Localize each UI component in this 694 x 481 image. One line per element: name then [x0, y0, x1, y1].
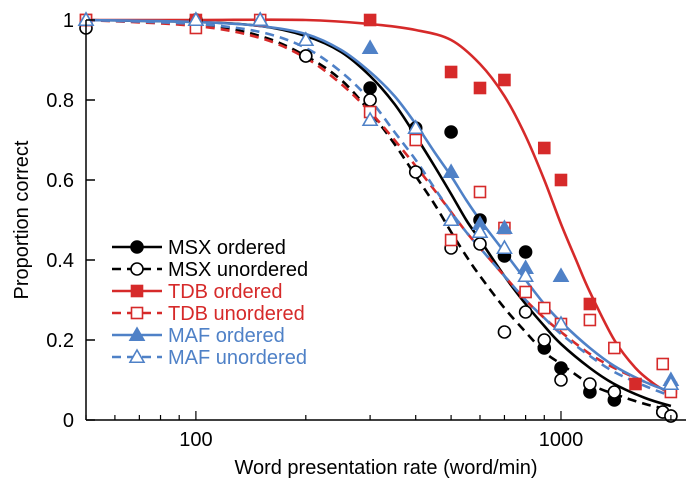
data-point-msx-ordered — [518, 245, 533, 259]
data-point-tdb-ordered — [629, 377, 642, 391]
data-point-maf-unordered — [552, 315, 570, 331]
data-point-tdb-ordered — [444, 65, 458, 79]
data-point-tdb-ordered — [363, 13, 377, 27]
legend-label-msx-ordered: MSX ordered — [168, 237, 286, 259]
legend-label-maf-ordered: MAF ordered — [168, 325, 285, 347]
x-axis-label: Word presentation rate (word/min) — [234, 457, 537, 479]
data-point-tdb-ordered — [473, 81, 487, 95]
data-point-msx-unordered — [607, 385, 622, 399]
y-tick-label: 0.4 — [46, 250, 74, 272]
data-point-msx-unordered — [299, 49, 313, 63]
data-point-msx-ordered — [363, 81, 377, 95]
data-point-msx-unordered — [537, 333, 552, 347]
data-point-maf-unordered — [517, 267, 534, 283]
data-point-maf-unordered — [496, 239, 513, 255]
data-point-tdb-ordered — [554, 173, 568, 187]
data-point-tdb-unordered — [537, 301, 551, 315]
y-tick-label: 0 — [63, 410, 74, 432]
data-point-maf-ordered — [361, 39, 379, 55]
data-point-msx-unordered — [518, 305, 533, 319]
data-point-msx-unordered — [497, 325, 512, 339]
fit-line-msx-ordered — [85, 18, 672, 408]
legend-label-maf-unordered: MAF unordered — [168, 347, 307, 369]
data-point-tdb-ordered — [537, 141, 551, 155]
y-tick-label: 1 — [63, 10, 74, 32]
data-point-maf-unordered — [297, 31, 315, 47]
data-point-tdb-unordered — [583, 313, 597, 327]
data-point-tdb-ordered — [498, 73, 511, 87]
x-tick-label: 1000 — [539, 429, 584, 451]
legend-marker-maf-ordered — [128, 326, 146, 342]
data-point-maf-unordered — [442, 211, 460, 227]
y-tick-label: 0.2 — [46, 330, 74, 352]
data-point-msx-unordered — [554, 373, 568, 387]
data-point-maf-unordered — [662, 375, 680, 391]
legend-marker-msx-ordered — [130, 240, 144, 254]
data-point-tdb-unordered — [608, 341, 621, 355]
fit-line-maf-ordered — [85, 18, 672, 394]
x-tick-label: 100 — [179, 429, 212, 451]
legend-marker-tdb-ordered — [130, 284, 144, 298]
data-point-tdb-unordered — [519, 285, 532, 299]
data-point-maf-unordered — [187, 11, 205, 27]
axis-ticks: 0 0.2 0.4 0.6 0.8 1 100 1000 — [46, 10, 672, 451]
data-point-maf-ordered — [496, 219, 513, 235]
fit-line-maf-unordered — [85, 18, 672, 398]
data-point-maf-unordered — [471, 223, 489, 239]
data-point-maf-unordered — [361, 111, 379, 127]
data-point-tdb-unordered — [444, 233, 458, 247]
y-axis-label: Proportion correct — [11, 140, 33, 299]
legend-label-tdb-unordered: TDB unordered — [168, 303, 305, 325]
data-point-maf-unordered — [251, 11, 269, 27]
legend-marker-msx-unordered — [130, 262, 144, 276]
data-point-tdb-unordered — [473, 185, 487, 199]
y-tick-label: 0.8 — [46, 90, 74, 112]
data-point-tdb-unordered — [409, 133, 423, 147]
data-point-tdb-unordered — [656, 357, 670, 371]
y-tick-label: 0.6 — [46, 170, 74, 192]
axes — [85, 20, 686, 421]
data-point-msx-unordered — [473, 237, 487, 251]
legend-marker-tdb-unordered — [130, 306, 144, 320]
data-point-maf-ordered — [442, 163, 460, 179]
data-point-tdb-ordered — [583, 297, 597, 311]
fit-line-tdb-unordered — [85, 18, 672, 394]
data-point-msx-unordered — [363, 93, 377, 107]
legend-label-msx-unordered: MSX unordered — [168, 259, 308, 281]
data-point-msx-ordered — [554, 361, 568, 375]
data-points — [77, 11, 680, 423]
data-point-msx-ordered — [444, 125, 458, 139]
legend-label-tdb-ordered: TDB ordered — [168, 281, 283, 303]
data-point-maf-unordered — [407, 119, 425, 135]
data-point-msx-unordered — [583, 377, 597, 391]
data-point-maf-ordered — [552, 267, 570, 283]
data-point-msx-unordered — [408, 165, 423, 179]
legend-marker-maf-unordered — [128, 348, 146, 364]
